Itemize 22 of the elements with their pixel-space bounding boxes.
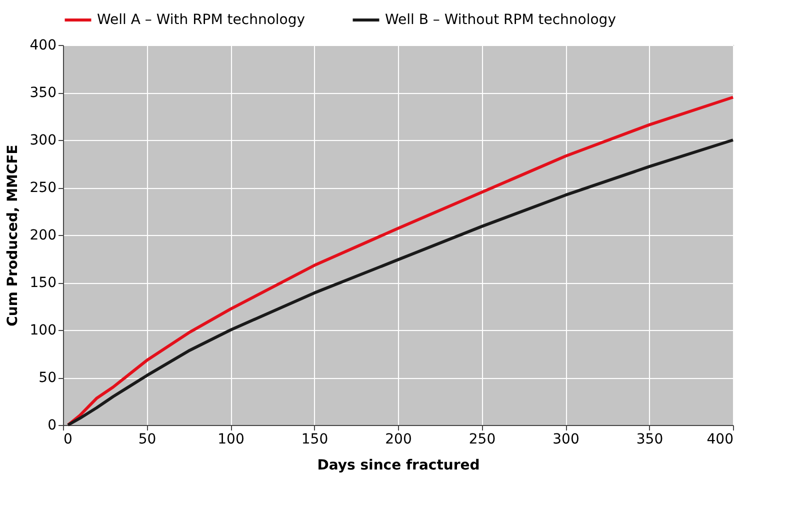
y-tick-label: 400 xyxy=(30,38,56,54)
x-tick-label: 200 xyxy=(385,432,412,448)
x-axis-title: Days since fractured xyxy=(317,458,480,474)
x-tick-label: 400 xyxy=(706,432,734,448)
y-tick-label: 100 xyxy=(30,322,56,338)
x-tick-label: 150 xyxy=(301,432,328,448)
legend-label: Well A – With RPM technology xyxy=(97,12,306,28)
x-tick-label: 50 xyxy=(138,432,156,448)
y-tick-label: 150 xyxy=(30,275,56,291)
legend-label: Well B – Without RPM technology xyxy=(385,12,616,28)
y-tick-label: 350 xyxy=(30,85,56,101)
y-tick-label: 300 xyxy=(30,132,56,148)
x-tick-label: 0 xyxy=(64,432,72,448)
x-tick-label: 100 xyxy=(218,432,244,448)
y-axis-title: Cum Produced, MMCFE xyxy=(4,144,21,326)
y-tick-label: 50 xyxy=(38,370,56,386)
x-tick-label: 350 xyxy=(636,432,664,448)
y-tick-label: 250 xyxy=(30,180,56,196)
x-tick-label: 250 xyxy=(468,432,496,448)
y-tick-label: 0 xyxy=(48,418,56,434)
y-tick-label: 200 xyxy=(30,228,56,244)
x-tick-label: 300 xyxy=(552,432,580,448)
